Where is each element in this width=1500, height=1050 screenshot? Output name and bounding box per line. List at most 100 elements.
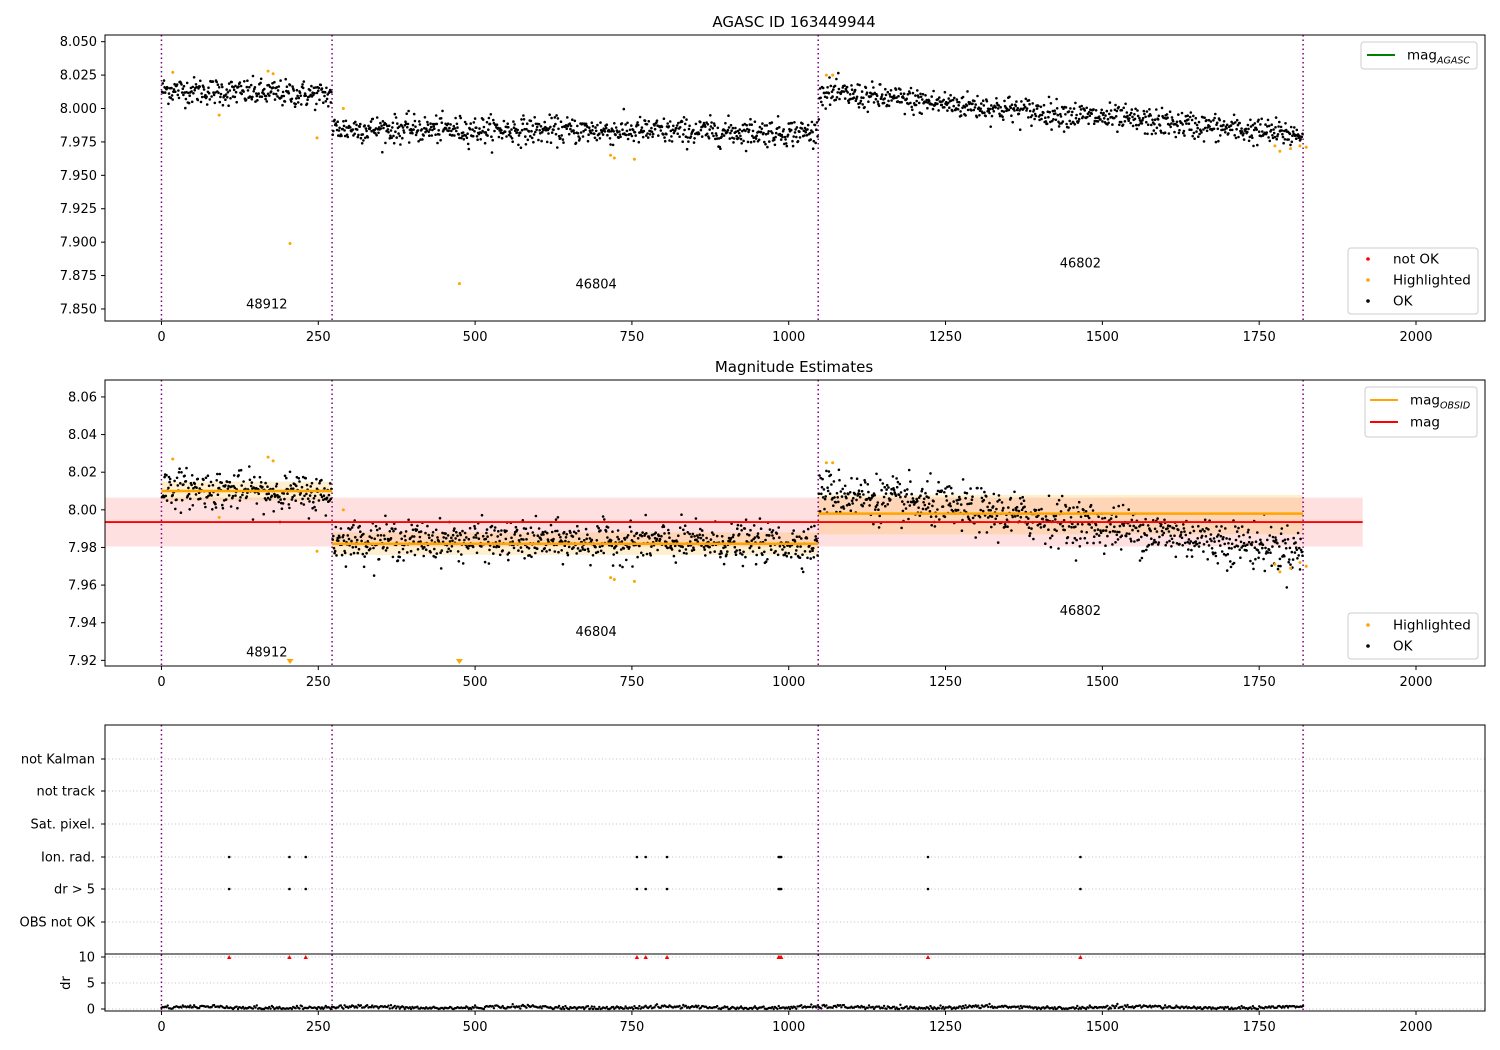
ok-point	[1214, 554, 1218, 558]
ok-point	[360, 539, 363, 543]
ok-point	[1113, 108, 1117, 112]
ok-point	[690, 535, 693, 538]
ok-point	[629, 132, 632, 136]
ok-point	[577, 537, 581, 540]
ok-point	[879, 478, 882, 482]
ok-point	[1161, 533, 1164, 537]
ok-point	[1270, 123, 1273, 126]
ok-point	[376, 534, 380, 537]
ok-point	[1140, 535, 1143, 539]
ok-point	[1084, 514, 1087, 517]
ok-point	[846, 91, 849, 94]
ok-point	[726, 128, 730, 132]
ok-point	[337, 129, 341, 132]
ok-point	[1168, 524, 1172, 528]
ok-point	[1284, 541, 1287, 545]
ok-point	[1096, 120, 1100, 123]
ok-point	[1261, 546, 1264, 550]
ok-point	[1010, 529, 1013, 532]
ok-point	[1141, 118, 1144, 122]
dr-point	[1138, 1004, 1142, 1007]
ok-point	[347, 527, 350, 530]
ok-point	[377, 131, 380, 135]
ok-point	[799, 545, 802, 548]
ok-point	[1114, 115, 1118, 118]
ok-point	[1267, 548, 1271, 552]
dr-point	[987, 1005, 990, 1009]
y-tick-label: 7.98	[68, 541, 97, 556]
ok-point	[386, 546, 389, 550]
ok-point	[169, 483, 173, 487]
dr-point	[899, 1003, 902, 1006]
ok-point	[800, 127, 804, 130]
ok-point	[633, 131, 637, 134]
ok-point	[404, 122, 408, 126]
ok-point	[1133, 112, 1136, 116]
ok-point	[858, 495, 862, 499]
ok-point	[330, 487, 333, 491]
dr-point	[1226, 1005, 1230, 1009]
dr-point	[882, 1004, 886, 1008]
ok-point	[238, 81, 242, 84]
ok-point	[827, 91, 831, 95]
ok-point	[562, 530, 566, 534]
ok-point	[534, 122, 538, 126]
ok-point	[221, 503, 224, 507]
ok-point	[924, 94, 927, 97]
ok-point	[447, 547, 451, 551]
ok-point	[308, 89, 312, 92]
ok-point	[1138, 116, 1141, 120]
ok-point	[675, 126, 678, 130]
ok-point	[1131, 115, 1134, 119]
ok-point	[816, 135, 819, 138]
ok-point	[341, 127, 345, 131]
ok-point	[1298, 568, 1302, 571]
dr-point	[1122, 1007, 1125, 1011]
ok-point	[1180, 111, 1184, 115]
ok-point	[1027, 99, 1031, 102]
ok-point	[880, 93, 884, 96]
ok-point	[1024, 97, 1028, 101]
ok-point	[884, 492, 888, 495]
ok-point	[1020, 502, 1023, 506]
ok-point	[224, 498, 228, 501]
ok-point	[227, 104, 230, 107]
ok-point	[1234, 121, 1237, 124]
ok-point	[920, 112, 923, 115]
ok-point	[200, 92, 203, 95]
ok-point	[1003, 523, 1007, 526]
ok-point	[1120, 534, 1124, 537]
ok-point	[521, 519, 525, 522]
ok-point	[229, 97, 232, 100]
ok-point	[1067, 509, 1070, 512]
ok-point	[515, 131, 519, 134]
ok-point	[1202, 550, 1205, 553]
ok-point	[279, 79, 282, 82]
ok-point	[612, 553, 615, 556]
ok-point	[875, 472, 878, 476]
ok-point	[1054, 112, 1057, 115]
ok-point	[961, 518, 964, 522]
ok-point	[971, 516, 975, 520]
ok-point	[467, 537, 471, 541]
ok-point	[1209, 120, 1213, 123]
ok-point	[578, 137, 582, 140]
dr-point	[251, 1007, 255, 1010]
ok-point	[249, 83, 253, 87]
ok-point	[398, 134, 402, 138]
ok-point	[1175, 542, 1179, 545]
ok-point	[880, 488, 883, 492]
ok-point	[1291, 134, 1294, 137]
ok-point	[557, 550, 560, 554]
ok-point	[1241, 544, 1245, 548]
obsid-label: 46802	[1060, 257, 1101, 272]
highlighted-point	[1278, 570, 1282, 574]
ok-point	[1155, 126, 1159, 130]
ok-point	[165, 473, 168, 477]
ok-point	[1039, 105, 1043, 109]
ok-point	[778, 536, 781, 539]
ok-point	[285, 476, 288, 480]
ok-point	[644, 513, 647, 517]
dr-point	[563, 1007, 566, 1011]
ok-point	[783, 135, 787, 139]
